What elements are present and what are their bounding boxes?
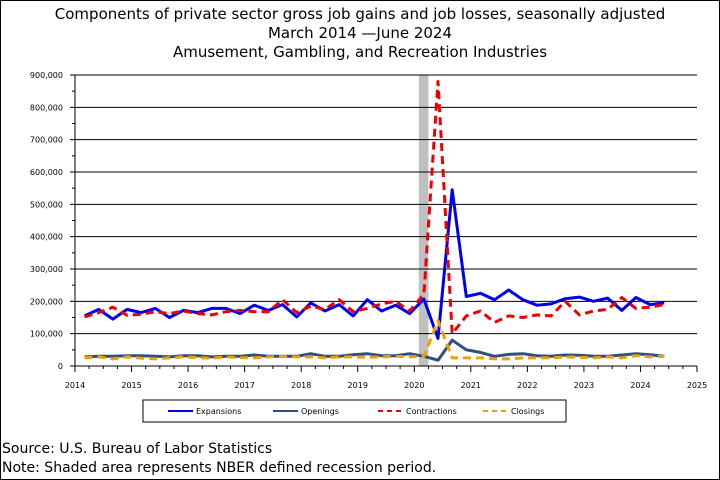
chart-subtitle-period: March 2014 —June 2024 [267,24,453,42]
series-line-expansions [83,188,665,340]
y-tick-label: 300,000 [30,265,63,274]
y-tick-label: 900,000 [30,71,63,80]
chart-subtitle-industry: Amusement, Gambling, and Recreation Indu… [172,43,548,61]
recession-band [418,75,429,366]
series-line-closings [84,319,665,361]
legend-box [142,399,567,423]
series-line-contractions [84,80,665,336]
x-tick-label: 2017 [234,381,254,390]
x-tick-label: 2024 [630,381,650,390]
chart-title: Components of private sector gross job g… [54,5,666,23]
x-tick-label: 2020 [404,381,424,390]
y-tick-label: 100,000 [30,330,63,339]
x-tick-label: 2019 [348,381,368,390]
y-tick-label: 500,000 [30,200,63,209]
recession-note: Note: Shaded area represents NBER define… [2,460,437,476]
legend-label-expansions: Expansions [196,407,241,416]
y-tick-label: 600,000 [30,168,63,177]
x-tick-label: 2023 [574,381,594,390]
x-tick-label: 2021 [461,381,481,390]
legend-label-closings: Closings [511,407,544,416]
source-note: Source: U.S. Bureau of Labor Statistics [2,441,273,457]
y-tick-label: 700,000 [30,136,63,145]
x-tick-label: 2014 [65,381,85,390]
x-tick-label: 2015 [121,381,141,390]
legend-label-contractions: Contractions [406,407,457,416]
y-tick-label: 200,000 [30,297,63,306]
x-tick-label: 2016 [178,381,198,390]
x-tick-label: 2022 [517,381,537,390]
y-tick-label: 800,000 [30,103,63,112]
legend-label-openings: Openings [301,407,339,416]
x-tick-label: 2018 [291,381,311,390]
y-tick-label: 0 [58,362,63,371]
x-tick-label: 2025 [687,381,707,390]
y-tick-label: 400,000 [30,233,63,242]
